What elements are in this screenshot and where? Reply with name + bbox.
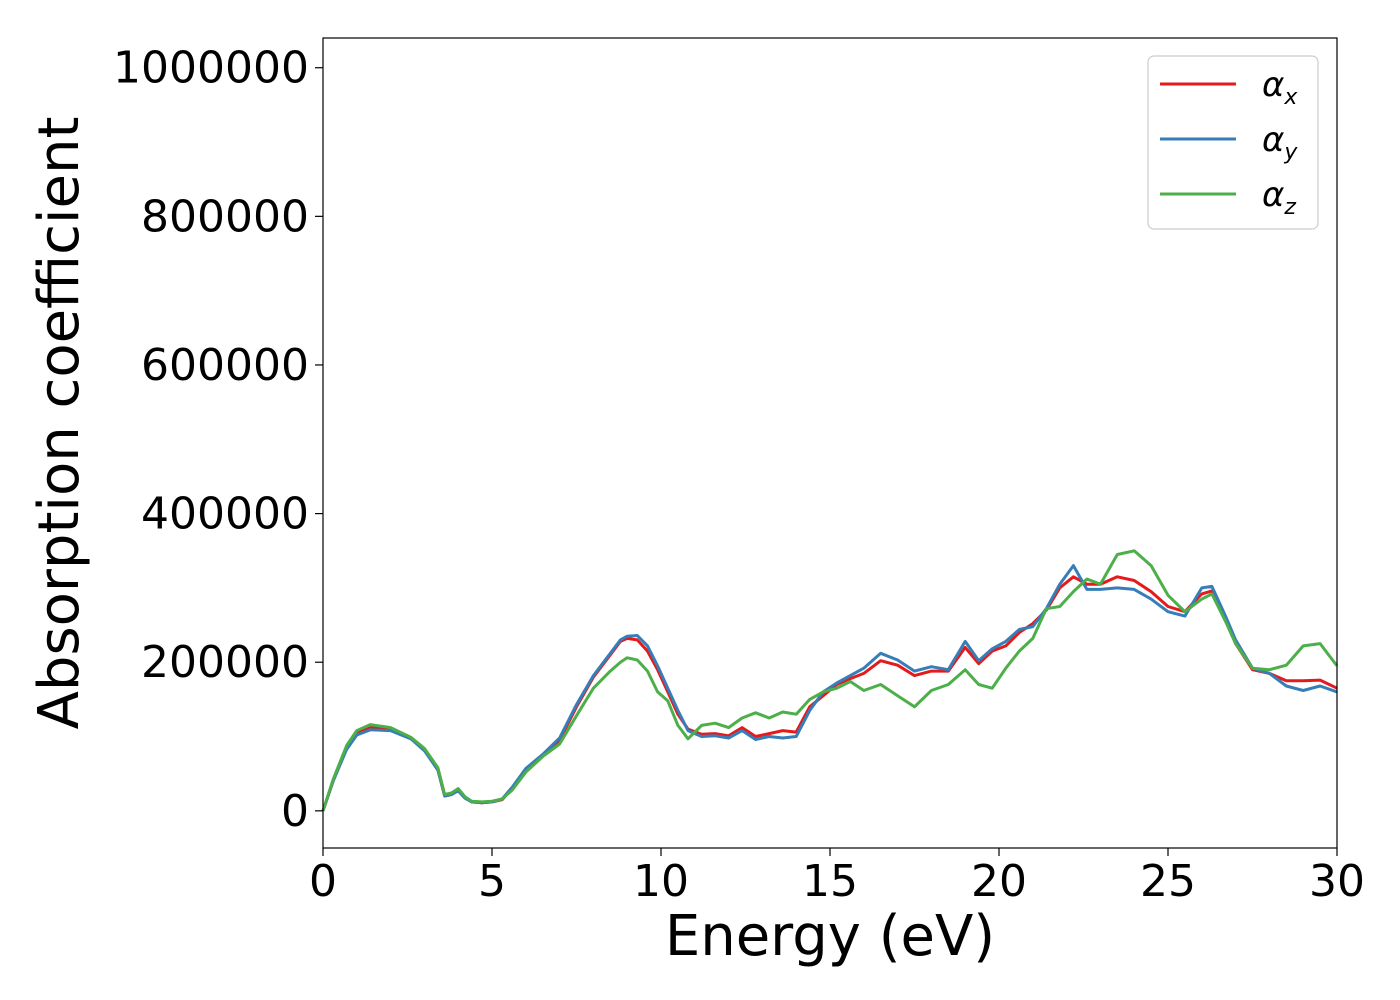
y-tick-label: 200000 xyxy=(141,637,309,688)
legend-label-x: αx xyxy=(1262,65,1298,110)
x-tick-label: 5 xyxy=(478,856,506,907)
x-axis-label: Energy (eV) xyxy=(665,904,995,969)
y-tick-label: 1000000 xyxy=(113,43,309,94)
x-tick-label: 15 xyxy=(802,856,858,907)
x-tick-label: 30 xyxy=(1309,856,1365,907)
series-line-y xyxy=(321,564,1338,812)
series-line-z xyxy=(321,549,1339,812)
y-axis-label: Absorption coefficient xyxy=(27,117,92,730)
legend-box xyxy=(1147,55,1319,230)
x-tick-label: 10 xyxy=(633,856,689,907)
legend-label-y: αy xyxy=(1262,120,1298,165)
y-tick-label: 0 xyxy=(281,786,309,837)
x-tick-label: 0 xyxy=(309,856,337,907)
y-tick-label: 600000 xyxy=(141,340,309,391)
y-tick-label: 800000 xyxy=(141,191,309,242)
x-tick-label: 20 xyxy=(971,856,1027,907)
series-layer xyxy=(321,549,1339,812)
legend: αx αy αz xyxy=(1147,55,1319,230)
y-tick-label: 400000 xyxy=(141,489,309,540)
ticks-layer: 0 5 10 15 20 25 30 0 200000 400000 600000 800000 100… xyxy=(113,43,1365,907)
legend-label-z: αz xyxy=(1262,175,1296,220)
x-tick-label: 25 xyxy=(1140,856,1196,907)
